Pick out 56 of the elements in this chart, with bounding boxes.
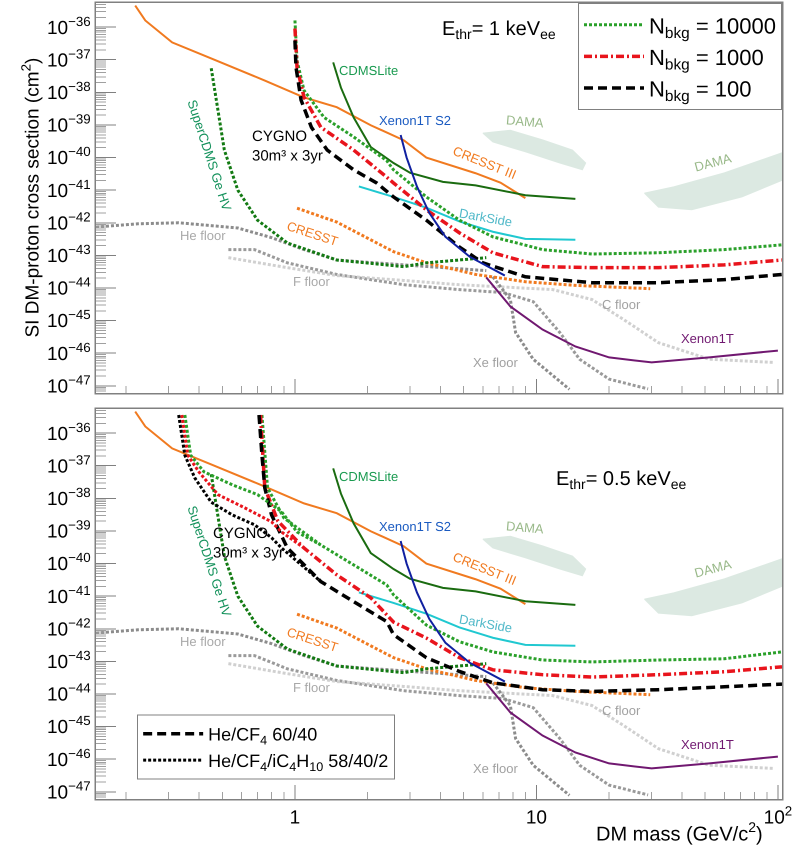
y-tick-label: 10$^{−36}$ xyxy=(46,420,91,445)
y-tick-label: 10$^{−38}$ xyxy=(46,485,91,510)
y-tick-label: 10$^{−44}$ xyxy=(46,680,91,706)
y-tick-label: 10$^{−45}$ xyxy=(46,307,91,332)
annotation: CDMSLite xyxy=(339,469,398,484)
legend-label: He/CF$_{4}$/iC$_{4}$H$_{10}$ 58/40/2 xyxy=(208,751,388,774)
annotation: Xenon1T xyxy=(681,331,734,346)
annotation: DarkSide xyxy=(458,205,514,230)
y-tick-label: 10$^{−40}$ xyxy=(46,144,91,170)
annotation: CYGNO 30m³ x 3yr xyxy=(252,128,323,164)
annotation: E$_{thr}$= 0.5 keV$_{ee}$ xyxy=(556,468,687,492)
y-tick-label: 10$^{−41}$ xyxy=(46,176,91,202)
annotation: C floor xyxy=(602,297,641,312)
y-tick-label: 10$^{−47}$ xyxy=(46,778,91,804)
y-tick-label: 10$^{−43}$ xyxy=(46,242,91,268)
legend-label: N$_{bkg}$ = 100 xyxy=(649,76,752,106)
legend-label: He/CF$_{4}$ 60/40 xyxy=(208,724,318,748)
y-tick-label: 10$^{−43}$ xyxy=(46,648,91,674)
annotation: CDMSLite xyxy=(339,63,398,78)
annotation: E$_{thr}$= 1 keV$_{ee}$ xyxy=(442,18,556,42)
annotation: DAMA xyxy=(505,112,545,131)
y-tick-label: 10$^{−39}$ xyxy=(46,112,91,137)
annotation: F floor xyxy=(293,274,331,289)
annotation: Xe floor xyxy=(473,761,518,776)
x-axis-title: DM mass (GeV/c$^{2}$) xyxy=(596,819,763,846)
y-tick-label: 10$^{−37}$ xyxy=(46,46,91,72)
y-tick-label: 10$^{−40}$ xyxy=(46,550,91,576)
annotation: F floor xyxy=(293,680,331,695)
y-tick-label: 10$^{−46}$ xyxy=(46,746,91,771)
annotation: DAMA xyxy=(692,556,734,581)
y-tick-label: 10$^{−42}$ xyxy=(46,615,91,640)
annotation: Xenon1T xyxy=(681,737,734,752)
y-tick-label: 10$^{−44}$ xyxy=(46,274,91,300)
y-tick-label: 10$^{−42}$ xyxy=(46,209,91,234)
x-tick-label: 10 xyxy=(526,807,547,828)
annotation: Xenon1T S2 xyxy=(379,519,452,534)
y-tick-label: 10$^{−38}$ xyxy=(46,79,91,104)
y-tick-label: 10$^{−45}$ xyxy=(46,713,91,738)
annotation: C floor xyxy=(602,703,641,718)
y-tick-label: 10$^{−36}$ xyxy=(46,14,91,39)
y-tick-label: 10$^{−47}$ xyxy=(46,372,91,398)
annotation: He floor xyxy=(180,634,226,649)
annotation: DAMA xyxy=(505,518,545,537)
y-tick-label: 10$^{−46}$ xyxy=(46,340,91,365)
y-tick-label: 10$^{−37}$ xyxy=(46,452,91,478)
annotation: Xenon1T S2 xyxy=(379,113,452,128)
x-tick-label: 10$^{2}$ xyxy=(764,803,792,828)
y-tick-label: 10$^{−39}$ xyxy=(46,518,91,543)
y-tick-label: 10$^{−41}$ xyxy=(46,582,91,608)
annotation: DarkSide xyxy=(458,611,514,636)
x-tick-label: 1 xyxy=(290,807,300,828)
annotation: He floor xyxy=(180,228,226,243)
annotation: Xe floor xyxy=(473,355,518,370)
annotation: DAMA xyxy=(692,150,734,175)
legend-label: N$_{bkg}$ = 1000 xyxy=(649,44,764,74)
legend-label: N$_{bkg}$ = 10000 xyxy=(649,13,776,42)
